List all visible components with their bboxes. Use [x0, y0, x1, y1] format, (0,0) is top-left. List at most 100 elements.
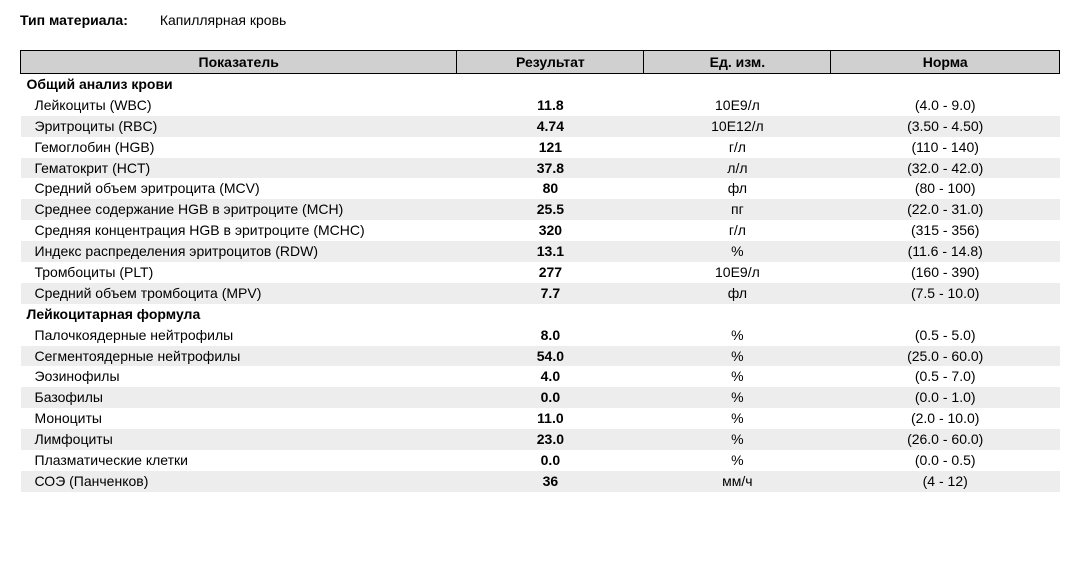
cell-unit: пг: [644, 199, 831, 220]
cell-norm: (32.0 - 42.0): [831, 158, 1060, 179]
cell-indicator: Средний объем тромбоцита (MPV): [21, 283, 457, 304]
table-row: Гемоглобин (HGB)121г/л(110 - 140): [21, 137, 1060, 158]
cell-result: 11.0: [457, 408, 644, 429]
material-value: Капиллярная кровь: [160, 12, 286, 28]
section-title: Лейкоцитарная формула: [21, 304, 1060, 325]
cell-norm: (7.5 - 10.0): [831, 283, 1060, 304]
cell-norm: (0.0 - 0.5): [831, 450, 1060, 471]
results-table: Показатель Результат Ед. изм. Норма Общи…: [20, 50, 1060, 492]
cell-result: 4.0: [457, 366, 644, 387]
cell-unit: %: [644, 408, 831, 429]
cell-unit: мм/ч: [644, 471, 831, 492]
cell-result: 37.8: [457, 158, 644, 179]
material-label: Тип материала:: [20, 12, 128, 28]
cell-norm: (110 - 140): [831, 137, 1060, 158]
cell-result: 13.1: [457, 241, 644, 262]
cell-norm: (315 - 356): [831, 220, 1060, 241]
cell-indicator: СОЭ (Панченков): [21, 471, 457, 492]
cell-indicator: Тромбоциты (PLT): [21, 262, 457, 283]
table-row: Гематокрит (HCT)37.8л/л(32.0 - 42.0): [21, 158, 1060, 179]
cell-indicator: Эритроциты (RBC): [21, 116, 457, 137]
table-body: Общий анализ кровиЛейкоциты (WBC)11.810Е…: [21, 74, 1060, 492]
cell-norm: (26.0 - 60.0): [831, 429, 1060, 450]
cell-unit: л/л: [644, 158, 831, 179]
table-row: Эритроциты (RBC)4.7410Е12/л(3.50 - 4.50): [21, 116, 1060, 137]
material-line: Тип материала: Капиллярная кровь: [20, 12, 1060, 28]
cell-unit: %: [644, 366, 831, 387]
table-row: Средний объем эритроцита (MCV)80фл(80 - …: [21, 178, 1060, 199]
cell-result: 0.0: [457, 387, 644, 408]
table-row: Эозинофилы4.0%(0.5 - 7.0): [21, 366, 1060, 387]
section-title: Общий анализ крови: [21, 74, 1060, 95]
cell-norm: (0.0 - 1.0): [831, 387, 1060, 408]
cell-indicator: Базофилы: [21, 387, 457, 408]
table-row: СОЭ (Панченков)36мм/ч(4 - 12): [21, 471, 1060, 492]
cell-indicator: Сегментоядерные нейтрофилы: [21, 346, 457, 367]
cell-result: 80: [457, 178, 644, 199]
table-row: Лейкоциты (WBC)11.810Е9/л(4.0 - 9.0): [21, 95, 1060, 116]
cell-indicator: Гемоглобин (HGB): [21, 137, 457, 158]
cell-result: 320: [457, 220, 644, 241]
cell-indicator: Эозинофилы: [21, 366, 457, 387]
cell-norm: (2.0 - 10.0): [831, 408, 1060, 429]
cell-result: 25.5: [457, 199, 644, 220]
cell-norm: (11.6 - 14.8): [831, 241, 1060, 262]
table-row: Базофилы0.0%(0.0 - 1.0): [21, 387, 1060, 408]
cell-result: 54.0: [457, 346, 644, 367]
cell-indicator: Лимфоциты: [21, 429, 457, 450]
th-unit: Ед. изм.: [644, 51, 831, 74]
cell-result: 36: [457, 471, 644, 492]
cell-indicator: Гематокрит (HCT): [21, 158, 457, 179]
table-row: Индекс распределения эритроцитов (RDW)13…: [21, 241, 1060, 262]
cell-norm: (4.0 - 9.0): [831, 95, 1060, 116]
cell-result: 8.0: [457, 325, 644, 346]
cell-unit: 10Е9/л: [644, 262, 831, 283]
table-row: Лимфоциты23.0%(26.0 - 60.0): [21, 429, 1060, 450]
table-row: Палочкоядерные нейтрофилы8.0%(0.5 - 5.0): [21, 325, 1060, 346]
cell-norm: (25.0 - 60.0): [831, 346, 1060, 367]
table-row: Тромбоциты (PLT)27710Е9/л(160 - 390): [21, 262, 1060, 283]
table-row: Среднее содержание HGB в эритроците (MCH…: [21, 199, 1060, 220]
cell-unit: фл: [644, 178, 831, 199]
cell-indicator: Среднее содержание HGB в эритроците (MCH…: [21, 199, 457, 220]
cell-result: 11.8: [457, 95, 644, 116]
cell-unit: %: [644, 241, 831, 262]
cell-indicator: Средний объем эритроцита (MCV): [21, 178, 457, 199]
cell-result: 0.0: [457, 450, 644, 471]
cell-result: 7.7: [457, 283, 644, 304]
cell-unit: г/л: [644, 220, 831, 241]
table-row: Средняя концентрация HGB в эритроците (M…: [21, 220, 1060, 241]
cell-unit: фл: [644, 283, 831, 304]
cell-norm: (4 - 12): [831, 471, 1060, 492]
cell-result: 121: [457, 137, 644, 158]
cell-indicator: Моноциты: [21, 408, 457, 429]
cell-indicator: Палочкоядерные нейтрофилы: [21, 325, 457, 346]
cell-result: 4.74: [457, 116, 644, 137]
section-header-row: Общий анализ крови: [21, 74, 1060, 95]
cell-norm: (80 - 100): [831, 178, 1060, 199]
th-result: Результат: [457, 51, 644, 74]
table-row: Плазматические клетки0.0%(0.0 - 0.5): [21, 450, 1060, 471]
table-row: Средний объем тромбоцита (MPV)7.7фл(7.5 …: [21, 283, 1060, 304]
cell-norm: (0.5 - 7.0): [831, 366, 1060, 387]
cell-unit: %: [644, 450, 831, 471]
cell-unit: %: [644, 429, 831, 450]
cell-norm: (0.5 - 5.0): [831, 325, 1060, 346]
cell-norm: (22.0 - 31.0): [831, 199, 1060, 220]
cell-result: 23.0: [457, 429, 644, 450]
th-norm: Норма: [831, 51, 1060, 74]
cell-norm: (3.50 - 4.50): [831, 116, 1060, 137]
cell-unit: %: [644, 387, 831, 408]
cell-indicator: Средняя концентрация HGB в эритроците (M…: [21, 220, 457, 241]
cell-indicator: Индекс распределения эритроцитов (RDW): [21, 241, 457, 262]
cell-indicator: Лейкоциты (WBC): [21, 95, 457, 116]
cell-norm: (160 - 390): [831, 262, 1060, 283]
cell-unit: г/л: [644, 137, 831, 158]
section-header-row: Лейкоцитарная формула: [21, 304, 1060, 325]
cell-indicator: Плазматические клетки: [21, 450, 457, 471]
cell-unit: %: [644, 346, 831, 367]
cell-unit: 10Е9/л: [644, 95, 831, 116]
cell-unit: %: [644, 325, 831, 346]
table-header-row: Показатель Результат Ед. изм. Норма: [21, 51, 1060, 74]
table-row: Моноциты11.0%(2.0 - 10.0): [21, 408, 1060, 429]
